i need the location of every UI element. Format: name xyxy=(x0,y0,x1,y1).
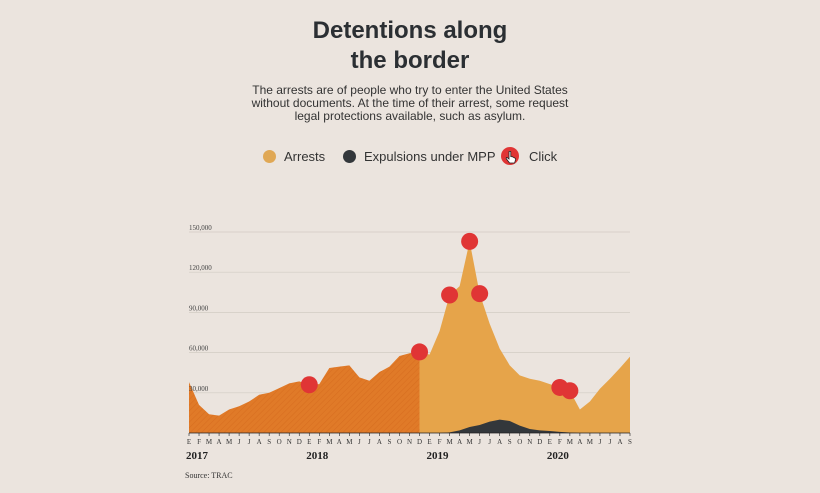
click-marker[interactable] xyxy=(561,382,579,400)
x-tick-label: M xyxy=(587,438,594,446)
year-label: 2018 xyxy=(306,450,329,462)
x-tick-label: M xyxy=(467,438,474,446)
y-tick-label: 30,000 xyxy=(189,385,209,393)
x-tick-label: F xyxy=(197,438,201,446)
x-tick-label: J xyxy=(599,438,602,446)
x-tick-label: D xyxy=(417,438,422,446)
x-tick-label: J xyxy=(478,438,481,446)
x-tick-label: A xyxy=(337,438,342,446)
x-tick-label: A xyxy=(377,438,382,446)
legend-label-arrests: Arrests xyxy=(284,148,326,164)
x-tick-label: A xyxy=(577,438,582,446)
click-marker[interactable] xyxy=(471,285,489,303)
x-tick-label: F xyxy=(558,438,562,446)
click-marker[interactable] xyxy=(411,343,429,361)
expulsions-area xyxy=(189,419,630,433)
x-tick-label: S xyxy=(508,438,512,446)
legend-label-click: Click xyxy=(529,148,558,164)
title-line-2: the border xyxy=(350,47,470,74)
y-tick-label: 90,000 xyxy=(189,304,209,312)
x-tick-label: J xyxy=(609,438,612,446)
x-tick-label: A xyxy=(257,438,262,446)
subtitle: The arrests are of people who try to ent… xyxy=(251,83,569,123)
x-tick-label: E xyxy=(307,438,311,446)
year-label: 2019 xyxy=(427,450,450,462)
x-tick-label: M xyxy=(206,438,213,446)
x-tick-label: F xyxy=(317,438,321,446)
x-tick-label: M xyxy=(567,438,574,446)
y-tick-label: 60,000 xyxy=(189,345,209,353)
x-tick-label: J xyxy=(248,438,251,446)
arrests-area-highlighted xyxy=(189,351,420,433)
x-tick-label: E xyxy=(548,438,552,446)
click-marker[interactable] xyxy=(441,286,459,304)
pointer-hand-icon xyxy=(501,147,519,165)
x-tick-label: O xyxy=(277,438,282,446)
legend: Arrests Expulsions under MPP Click xyxy=(0,146,820,166)
expulsions-swatch xyxy=(343,149,356,163)
legend-item-arrests[interactable]: Arrests xyxy=(263,146,325,166)
page-title: Detentions along the border xyxy=(0,16,820,76)
x-tick-label: M xyxy=(326,438,333,446)
y-tick-label: 120,000 xyxy=(189,264,212,272)
x-tick-label: N xyxy=(527,438,532,446)
x-tick-label: J xyxy=(238,438,241,446)
x-tick-label: D xyxy=(297,438,302,446)
x-tick-label: A xyxy=(497,438,502,446)
year-label: 2017 xyxy=(186,450,209,462)
x-tick-label: E xyxy=(427,438,431,446)
x-tick-label: J xyxy=(488,438,491,446)
legend-item-expulsions[interactable]: Expulsions under MPP xyxy=(343,146,496,166)
x-tick-label: J xyxy=(368,438,371,446)
x-tick-label: N xyxy=(287,438,292,446)
x-tick-label: A xyxy=(617,438,622,446)
x-tick-label: M xyxy=(226,438,233,446)
x-tick-label: A xyxy=(217,438,222,446)
x-tick-label: M xyxy=(446,438,453,446)
x-tick-label: O xyxy=(517,438,522,446)
x-tick-label: S xyxy=(628,438,632,446)
y-tick-label: 150,000 xyxy=(189,224,212,232)
source-note: Source: TRAC xyxy=(185,471,233,480)
arrests-swatch xyxy=(263,149,276,163)
legend-label-expulsions: Expulsions under MPP xyxy=(364,148,496,164)
x-tick-label: S xyxy=(267,438,271,446)
x-tick-label: M xyxy=(346,438,353,446)
x-tick-label: F xyxy=(438,438,442,446)
x-tick-label: O xyxy=(397,438,402,446)
click-marker[interactable] xyxy=(461,232,479,250)
x-tick-label: A xyxy=(457,438,462,446)
x-tick-label: N xyxy=(407,438,412,446)
x-tick-label: J xyxy=(358,438,361,446)
x-tick-label: E xyxy=(187,438,191,446)
year-label: 2020 xyxy=(547,450,570,462)
grid-lines xyxy=(189,231,630,394)
x-tick-label: S xyxy=(388,438,392,446)
series-areas xyxy=(189,241,630,433)
click-markers xyxy=(300,232,579,400)
click-marker[interactable] xyxy=(300,376,318,394)
x-tick-label: D xyxy=(537,438,542,446)
legend-item-click: Click xyxy=(501,146,557,166)
title-line-1: Detentions along xyxy=(312,17,508,44)
arrests-area xyxy=(419,241,630,433)
